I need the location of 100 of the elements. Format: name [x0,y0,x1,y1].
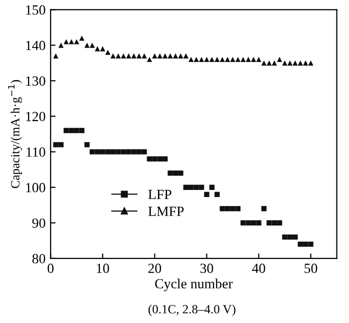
point [198,184,204,190]
point [276,220,282,226]
point [68,128,74,134]
point [116,149,121,154]
point [90,42,95,48]
point [64,39,69,44]
point [250,220,256,226]
point [126,149,132,154]
point [298,60,303,66]
point [53,142,58,148]
point [209,56,215,62]
point [110,53,116,58]
point [168,170,173,176]
point [240,56,246,62]
point [220,56,225,62]
point [230,206,236,212]
point [94,149,100,154]
y-tick-label: 110 [26,147,46,157]
y-tick-label: 150 [26,5,46,15]
point [298,242,303,247]
point [261,60,267,66]
point [146,156,152,162]
y-tick-label: 100 [26,182,46,192]
point [178,170,184,176]
point [120,149,126,154]
point [183,53,188,58]
point [79,36,84,41]
x-tick-label: 10 [96,264,110,274]
point [235,56,241,62]
point [162,53,168,58]
point [246,56,251,62]
point [53,53,58,58]
point [58,42,64,48]
point [172,53,178,58]
point [198,56,204,62]
point [146,56,152,62]
text: (0.1C, 2.8–4.0 V) [148,304,236,316]
point [64,128,69,134]
point [157,156,162,162]
point [204,56,210,62]
point [287,60,293,66]
point [74,39,80,44]
point [142,149,147,154]
point [120,53,126,58]
point [308,60,314,66]
point [272,60,277,66]
point [287,234,293,240]
legend-label: LFP [148,190,172,200]
point [194,184,199,190]
point [204,192,210,198]
point [168,53,173,58]
point [84,42,90,48]
point [302,60,308,66]
point [224,56,230,62]
legend-label: LMFP [148,206,184,216]
point [84,142,90,148]
point [256,56,262,62]
point [276,56,282,62]
point [282,60,288,66]
point [282,234,288,240]
point [100,149,106,154]
y-tick-label: 130 [26,76,46,86]
point [105,50,110,55]
point [256,220,262,226]
point [230,56,236,62]
point [302,242,308,247]
point [246,220,251,226]
point [131,149,136,154]
point [79,128,84,134]
point [261,206,267,212]
point [224,206,230,212]
point [116,53,121,58]
point [266,220,272,226]
point [220,206,225,212]
x-axis-title: Cycle number [155,278,233,292]
point [272,220,277,226]
point [110,149,116,154]
point [194,56,199,62]
point [214,192,220,198]
point [266,60,272,66]
point [100,46,106,52]
point [188,184,194,190]
x-tick-label: 20 [148,264,162,274]
point [58,142,64,148]
point [235,206,241,212]
point [152,156,158,162]
point [162,156,168,162]
point [105,149,110,154]
y-tick-label: 140 [26,40,46,50]
point [250,56,256,62]
point [292,234,298,240]
point [126,53,132,58]
point [240,220,246,226]
x-tick-label: 30 [200,264,214,274]
y-tick-label: 80 [32,254,46,264]
point [292,60,298,66]
point [183,184,188,190]
y-tick-label: 90 [32,218,46,228]
point [152,53,158,58]
point [74,128,80,134]
